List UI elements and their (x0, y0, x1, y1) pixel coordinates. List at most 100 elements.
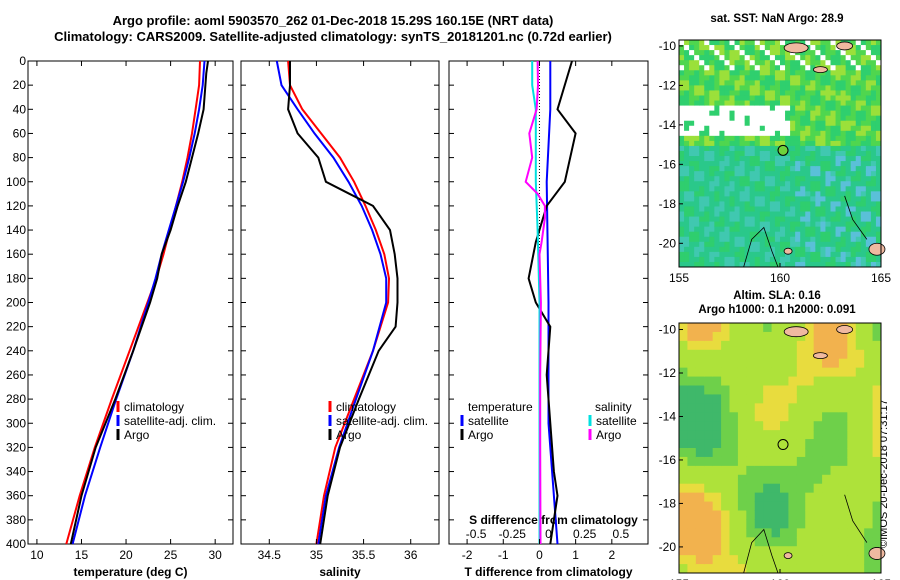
map-cell (875, 201, 882, 207)
map-cell (764, 75, 771, 81)
map-cell (695, 483, 705, 494)
map-cell (855, 186, 862, 192)
map-cell (704, 206, 710, 213)
map-cell (805, 241, 811, 248)
map-cell (847, 403, 857, 413)
x-tick-label-25: 25 (164, 548, 178, 562)
map-cell (689, 140, 695, 147)
map-cell (739, 191, 746, 197)
map-cell (830, 564, 840, 574)
map-cell (800, 80, 806, 86)
map-cell (813, 492, 823, 503)
map-cell (810, 95, 816, 102)
map-cell (815, 196, 821, 202)
map-cell (754, 246, 761, 253)
map-cell (694, 45, 700, 51)
map-cell (754, 95, 761, 102)
map-cell (825, 130, 831, 137)
chart-title-line1: Argo profile: aoml 5903570_262 01-Dec-20… (112, 13, 554, 28)
map-cell (719, 105, 725, 112)
map-cell (679, 331, 688, 342)
map-cell (840, 55, 847, 61)
map-cell (744, 40, 751, 46)
map-cell (737, 492, 747, 503)
map-cell (805, 75, 811, 81)
map-cell (754, 456, 764, 467)
map-cell (704, 331, 714, 342)
map-cell (838, 331, 848, 342)
map-cell (712, 340, 722, 351)
map-cell (719, 166, 725, 172)
map-cell (734, 186, 741, 192)
map-cell (835, 55, 842, 61)
map-cell (739, 196, 746, 202)
map-cell (795, 201, 801, 207)
map-cell (780, 156, 786, 162)
map-cell (704, 115, 710, 122)
map-cell (689, 145, 695, 152)
map-cell (822, 376, 831, 386)
map-cell (796, 340, 806, 351)
map-cell (729, 95, 736, 102)
map-cell (840, 251, 847, 258)
map-cell (699, 216, 705, 223)
map-cell (759, 125, 766, 132)
map-cell (679, 376, 688, 386)
map-cell (855, 564, 865, 574)
depth-contour (743, 226, 779, 268)
map-cell (788, 385, 798, 395)
map-cell (719, 206, 725, 213)
map-cell (788, 456, 798, 467)
map-cell (714, 226, 720, 233)
map-cell (820, 236, 826, 243)
map-cell (815, 105, 821, 112)
map-cell (855, 211, 862, 218)
map-cell (709, 140, 715, 147)
map-cell (785, 120, 791, 127)
map-cell (800, 145, 806, 152)
map-cell (729, 555, 739, 565)
map-cell (709, 211, 715, 218)
map-cell (822, 510, 831, 520)
map-cell (796, 555, 806, 565)
map-cell (764, 251, 771, 258)
map-cell (684, 110, 690, 117)
map-cell (754, 156, 761, 162)
map-cell (689, 216, 695, 223)
map-cell (724, 145, 730, 152)
map-cell (850, 145, 857, 152)
map-cell (850, 261, 857, 268)
map-cell (815, 125, 821, 132)
map-cell (689, 135, 695, 142)
map-cell (749, 110, 756, 117)
map-cell (847, 331, 857, 342)
map-cell (840, 85, 847, 91)
map-cell (785, 166, 791, 172)
map-cell (771, 412, 781, 422)
map-cell (850, 80, 857, 86)
map-cell (684, 65, 690, 71)
map-cell (780, 75, 786, 81)
map-cell (865, 261, 872, 268)
map-cell (763, 528, 773, 538)
map-cell (780, 241, 786, 248)
map-cell (771, 385, 781, 395)
map-cell (739, 60, 746, 66)
map-cell (810, 75, 816, 81)
map-cell (825, 45, 831, 51)
map-cell (679, 340, 688, 351)
map-cell (679, 465, 688, 476)
map-cell (679, 156, 685, 162)
map-cell (815, 110, 821, 117)
map-cell (815, 256, 821, 263)
map-cell (785, 140, 791, 147)
map-cell (796, 492, 806, 503)
map-cell (709, 50, 715, 56)
map-cell (704, 421, 714, 431)
map-cell (724, 90, 730, 96)
map-cell (835, 256, 842, 263)
map-cell (847, 492, 857, 503)
map-cell (780, 251, 786, 258)
map-cell (875, 236, 882, 243)
map-cell (719, 60, 725, 66)
